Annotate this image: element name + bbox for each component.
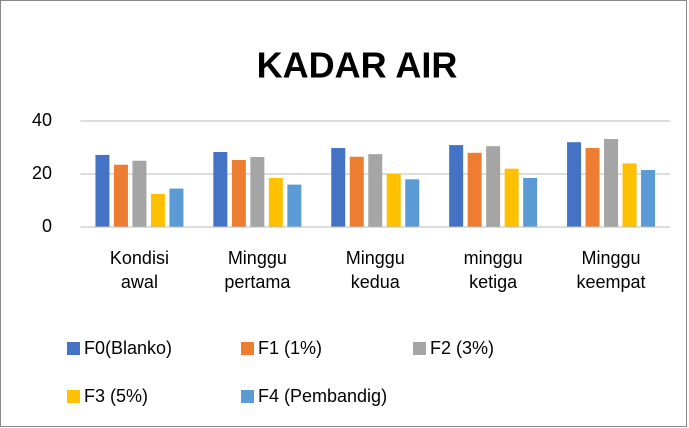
x-tick-label: Minggu kedua [345, 248, 405, 292]
bar [585, 148, 600, 227]
bar [287, 184, 302, 227]
bar [213, 152, 228, 227]
bar [486, 146, 501, 227]
y-tick-label: 0 [42, 216, 52, 236]
legend-swatch [67, 342, 80, 355]
bar [132, 160, 147, 227]
bar [467, 152, 482, 227]
legend-label: F0(Blanko) [84, 338, 172, 358]
y-tick-label: 40 [32, 110, 52, 130]
bar [349, 156, 364, 227]
chart-title: KADAR AIR [257, 45, 458, 86]
bar [567, 142, 582, 227]
x-tick-label: minggu ketiga [463, 248, 523, 292]
legend-label: F2 (3%) [430, 338, 494, 358]
y-tick-label: 20 [32, 163, 52, 183]
legend-swatch [67, 390, 80, 403]
bar [386, 174, 401, 227]
bar [113, 164, 128, 227]
bar [231, 159, 246, 227]
bar [169, 188, 184, 227]
bar [504, 168, 519, 227]
bar [331, 148, 346, 227]
bar [405, 179, 420, 227]
x-tick-label: Minggu pertama [224, 248, 291, 292]
x-tick-label: Minggu keempat [576, 248, 646, 292]
bar [449, 145, 464, 227]
legend-swatch [413, 342, 426, 355]
legend-label: F4 (Pembandig) [258, 386, 387, 406]
bar [622, 163, 637, 227]
legend-label: F1 (1%) [258, 338, 322, 358]
legend-swatch [241, 342, 254, 355]
bar [368, 154, 383, 227]
legend-label: F3 (5%) [84, 386, 148, 406]
bar [523, 177, 538, 227]
bar [604, 139, 619, 227]
bar [150, 193, 165, 227]
x-tick-label: Kondisi awal [109, 248, 169, 292]
bar [95, 154, 110, 227]
bar [641, 170, 656, 227]
legend-swatch [241, 390, 254, 403]
bar [268, 177, 283, 227]
bar [250, 157, 265, 227]
